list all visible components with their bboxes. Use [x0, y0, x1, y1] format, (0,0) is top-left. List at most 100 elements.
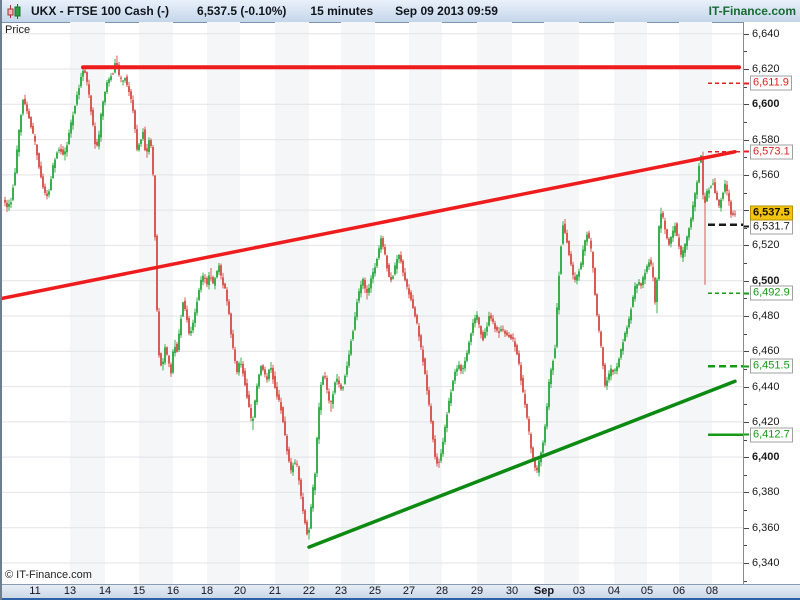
- candle-body: [144, 129, 146, 151]
- candle-body: [174, 346, 176, 353]
- candle-body: [544, 426, 546, 443]
- candle-body: [428, 390, 430, 405]
- candle-wick: [324, 371, 326, 380]
- candle-body: [472, 322, 474, 333]
- last-quote: 6,537.5 (-0.10%): [197, 4, 287, 18]
- candle-body: [444, 426, 446, 442]
- time-tick-label: 11: [29, 585, 41, 597]
- candle-body: [366, 288, 368, 293]
- candle-body: [530, 434, 532, 449]
- candle-body: [320, 384, 322, 411]
- candle-body: [286, 436, 288, 452]
- candle-body: [368, 287, 370, 293]
- level-marker-segments: [708, 82, 743, 436]
- candle-body: [160, 353, 162, 366]
- candle-body: [280, 402, 282, 411]
- marker-value: 6,611.9: [750, 75, 792, 91]
- candle-body: [350, 341, 352, 355]
- candle-body: [26, 104, 28, 112]
- candle-body: [384, 247, 386, 255]
- candle-body: [724, 183, 726, 192]
- price-tick-label: 6,620: [752, 63, 780, 75]
- candle-body: [224, 283, 226, 289]
- price-tick-label: 6,520: [752, 239, 780, 252]
- candle-body: [200, 279, 202, 290]
- candle-body: [524, 394, 526, 405]
- candle-body: [18, 129, 20, 153]
- major-tick: [744, 351, 749, 353]
- candle-body: [590, 240, 592, 249]
- candle-body: [312, 487, 314, 509]
- candle-body: [294, 462, 296, 464]
- candle-body: [302, 496, 304, 511]
- candle-body: [638, 282, 640, 285]
- candle-body: [306, 521, 308, 535]
- candle-body: [462, 367, 464, 370]
- candle-body: [364, 279, 366, 289]
- minor-tick: [744, 474, 747, 476]
- candle-body: [608, 373, 610, 380]
- candle-body: [616, 366, 618, 372]
- candle-body: [20, 115, 22, 133]
- candle-body: [574, 276, 576, 280]
- candle-body: [732, 213, 734, 215]
- candle-body: [212, 277, 214, 284]
- day-band: [275, 22, 309, 584]
- minor-tick: [744, 580, 747, 582]
- candle-wick: [252, 416, 254, 431]
- candle-body: [40, 165, 42, 178]
- candle-body: [548, 381, 550, 408]
- candle-body: [708, 190, 710, 194]
- plot-area[interactable]: [2, 22, 743, 584]
- candle-body: [88, 84, 90, 95]
- candle-body: [94, 126, 96, 145]
- candle-body: [422, 349, 424, 362]
- major-tick: [744, 104, 749, 106]
- candle-body: [446, 414, 448, 428]
- minor-tick: [744, 86, 747, 88]
- candle-body: [496, 327, 498, 331]
- time-axis[interactable]: 11 13 14 15 16 18 20 21 22 23 25 27 28 29 30 Sep 03 04 05 0…: [2, 584, 800, 598]
- level-marker-label: 6,611.9: [744, 75, 792, 91]
- candle-body: [30, 117, 32, 128]
- timeframe: 15 minutes: [310, 4, 374, 18]
- candle-body: [100, 114, 102, 138]
- candle-body: [80, 77, 82, 87]
- candle-wick: [120, 75, 122, 83]
- candle-body: [304, 510, 306, 524]
- candle-body: [158, 311, 160, 356]
- candle-body: [60, 148, 62, 152]
- candle-body: [236, 361, 238, 373]
- candle-body: [406, 279, 408, 287]
- candle-body: [152, 147, 154, 175]
- copyright-watermark: © IT-Finance.com: [5, 569, 92, 581]
- time-tick-label: 25: [368, 585, 382, 597]
- candle-body: [52, 165, 54, 179]
- candle-body: [82, 70, 84, 77]
- candle-body: [434, 438, 436, 457]
- candle-body: [468, 342, 470, 354]
- price-axis[interactable]: 6,640 6,620 6,600 6,580 6,560 6,520 6,500 6,480…: [743, 22, 800, 584]
- candle-body: [420, 335, 422, 348]
- candle-body: [728, 193, 730, 202]
- candle-body: [416, 315, 418, 324]
- marker-dash: [744, 365, 749, 368]
- marker-dash: [744, 292, 749, 295]
- candle-body: [342, 386, 344, 389]
- candle-body: [58, 149, 60, 152]
- price-tick-label: 6,560: [752, 168, 780, 181]
- candle-body: [190, 331, 192, 334]
- candle-body: [440, 453, 442, 461]
- marker-dash: [744, 150, 749, 153]
- candle-body: [576, 274, 578, 281]
- candle-body: [516, 345, 518, 355]
- candle-body: [244, 370, 246, 386]
- candle-body: [316, 437, 318, 474]
- candle-body: [588, 232, 590, 239]
- candle-body: [404, 272, 406, 281]
- candle-body: [96, 141, 98, 146]
- time-tick-label: 15: [132, 585, 146, 597]
- minor-tick: [744, 333, 747, 335]
- candle-body: [650, 260, 652, 265]
- candle-body: [506, 332, 508, 336]
